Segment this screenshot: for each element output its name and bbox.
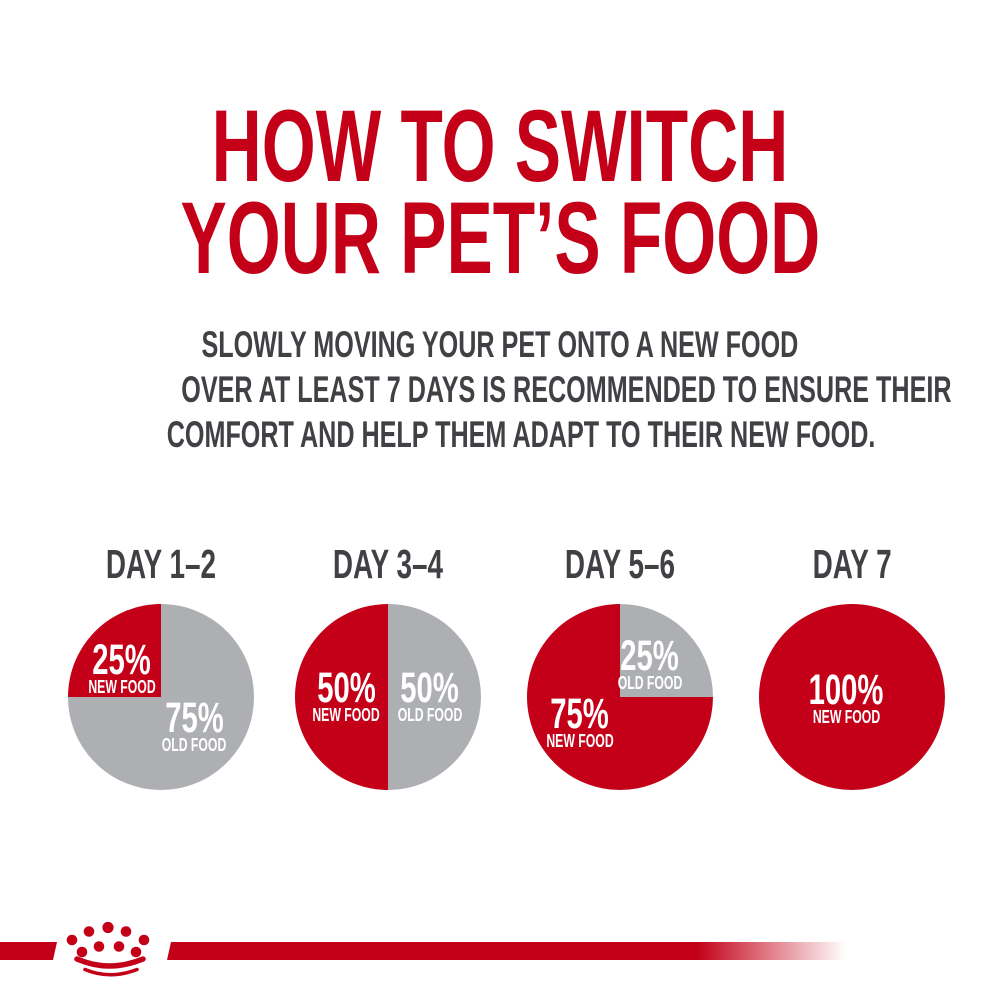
brand-stripe-left bbox=[0, 942, 57, 960]
chart-day-7: DAY 7 100% NEW FOOD bbox=[759, 544, 945, 790]
chart-day-3-4: DAY 3–4 50% NEW FOOD 50% OLD FOOD bbox=[295, 544, 481, 790]
slice-label-new-food: 50% NEW FOOD bbox=[312, 664, 380, 725]
pie-chart-day-7: 100% NEW FOOD bbox=[759, 604, 945, 790]
slice-label-new-food: 100% NEW FOOD bbox=[809, 665, 884, 727]
pie-chart-day-5-6: 25% OLD FOOD 75% NEW FOOD bbox=[527, 604, 713, 790]
title-line-1: HOW TO SWITCH bbox=[211, 89, 789, 203]
slice-label-old-food: 25% OLD FOOD bbox=[617, 632, 683, 694]
intro-line-2: OVER AT LEAST 7 DAYS IS RECOMMENDED TO E… bbox=[181, 369, 952, 410]
pie-chart-day-3-4: 50% NEW FOOD 50% OLD FOOD bbox=[295, 604, 481, 790]
brand-stripe-right bbox=[167, 942, 846, 960]
intro-text: SLOWLY MOVING YOUR PET ONTO A NEW FOOD O… bbox=[0, 322, 1000, 457]
day-label: DAY 7 bbox=[812, 541, 892, 587]
chart-day-1-2: DAY 1–2 25% NEW FOOD 75% OLD FOOD bbox=[68, 544, 254, 790]
slice-label-new-food: 75% NEW FOOD bbox=[546, 690, 614, 752]
slice-label-new-food: 25% NEW FOOD bbox=[88, 636, 156, 698]
slice-label-old-food: 75% OLD FOOD bbox=[162, 693, 227, 755]
day-label: DAY 1–2 bbox=[105, 541, 217, 587]
intro-line-1: SLOWLY MOVING YOUR PET ONTO A NEW FOOD bbox=[201, 324, 799, 365]
pie-chart-day-1-2: 25% NEW FOOD 75% OLD FOOD bbox=[68, 604, 254, 790]
slice-label-old-food: 50% OLD FOOD bbox=[397, 664, 463, 725]
day-label: DAY 5–6 bbox=[564, 541, 676, 587]
intro-line-3: COMFORT AND HELP THEM ADAPT TO THEIR NEW… bbox=[166, 414, 876, 455]
page-title: HOW TO SWITCH YOUR PET’S FOOD bbox=[0, 89, 1000, 295]
chart-day-5-6: DAY 5–6 25% OLD FOOD 75% NEW FOOD bbox=[527, 544, 713, 790]
title-line-2: YOUR PET’S FOOD bbox=[180, 181, 820, 295]
day-label: DAY 3–4 bbox=[332, 541, 444, 587]
royal-canin-crown-logo-icon bbox=[66, 921, 150, 977]
